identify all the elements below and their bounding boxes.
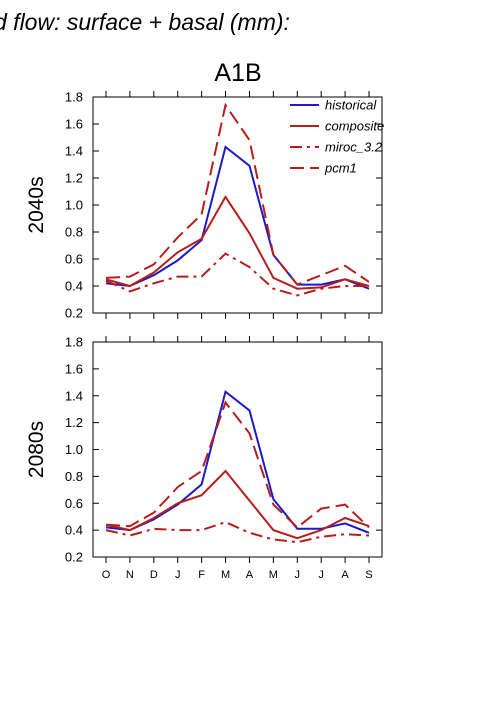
legend-label: miroc_3.2	[325, 140, 383, 155]
x-tick-label: J	[295, 569, 301, 581]
x-tick-label: N	[126, 569, 134, 581]
y-tick-label: 1.2	[65, 171, 83, 186]
x-tick-label: J	[318, 569, 324, 581]
y-tick-label: 1.4	[65, 388, 83, 403]
y-tick-label: 0.6	[65, 496, 83, 511]
y-tick-label: 0.4	[65, 523, 83, 538]
y-tick-label: 1.2	[65, 415, 83, 430]
y-tick-label: 0.2	[65, 306, 83, 321]
x-tick-label: A	[341, 569, 349, 581]
x-tick-label: M	[221, 569, 230, 581]
x-tick-label: M	[269, 569, 278, 581]
chart-panel-2080s: 0.2 0.4 0.6 0.8 1.0 1.2 1.4 1.6 1.8 O N D J F M A M J J A S 2…	[25, 335, 383, 581]
series-line-pcm1	[105, 102, 370, 286]
y-axis-label: 2040s	[25, 176, 48, 233]
y-tick-label: 1.0	[65, 198, 83, 213]
y-tick-label: 1.8	[65, 90, 83, 105]
series-line-composite	[105, 469, 370, 540]
series-line-historical	[105, 389, 370, 534]
y-tick-label: 1.0	[65, 442, 83, 457]
x-tick-label: A	[246, 569, 254, 581]
chart-panel-2040s: 0.2 0.4 0.6 0.8 1.0 1.2 1.4 1.6 1.8 2040s historic…	[25, 90, 384, 321]
legend: historical composite miroc_3.2 pcm1	[290, 98, 384, 176]
legend-label: pcm1	[324, 161, 357, 176]
panel-title: A1B	[214, 59, 261, 87]
series-line-miroc_3.2	[105, 521, 370, 544]
y-tick-label: 1.8	[65, 335, 83, 350]
y-tick-label: 1.4	[65, 144, 83, 159]
y-tick-label: 0.4	[65, 279, 83, 294]
y-tick-label: 0.8	[65, 225, 83, 240]
y-tick-label: 0.2	[65, 550, 83, 565]
y-tick-label: 1.6	[65, 117, 83, 132]
x-tick-label: O	[102, 569, 111, 581]
plots-group: 0.2 0.4 0.6 0.8 1.0 1.2 1.4 1.6 1.8 2040s historic…	[25, 90, 384, 582]
series-line-pcm1	[105, 400, 370, 529]
x-tick-label: S	[365, 569, 372, 581]
legend-label: composite	[325, 119, 384, 134]
series-line-composite	[105, 194, 370, 290]
legend-label: historical	[325, 98, 377, 113]
series-line-miroc_3.2	[105, 252, 369, 297]
x-tick-label: D	[150, 569, 158, 581]
y-axis-label: 2080s	[25, 421, 48, 478]
y-tick-label: 1.6	[65, 361, 83, 376]
x-tick-label: J	[175, 569, 181, 581]
y-tick-label: 0.8	[65, 469, 83, 484]
x-tick-label: F	[198, 569, 205, 581]
figure-title: d flow: surface + basal (mm):	[0, 9, 290, 35]
series-line-historical	[105, 145, 370, 290]
y-tick-label: 0.6	[65, 252, 83, 267]
